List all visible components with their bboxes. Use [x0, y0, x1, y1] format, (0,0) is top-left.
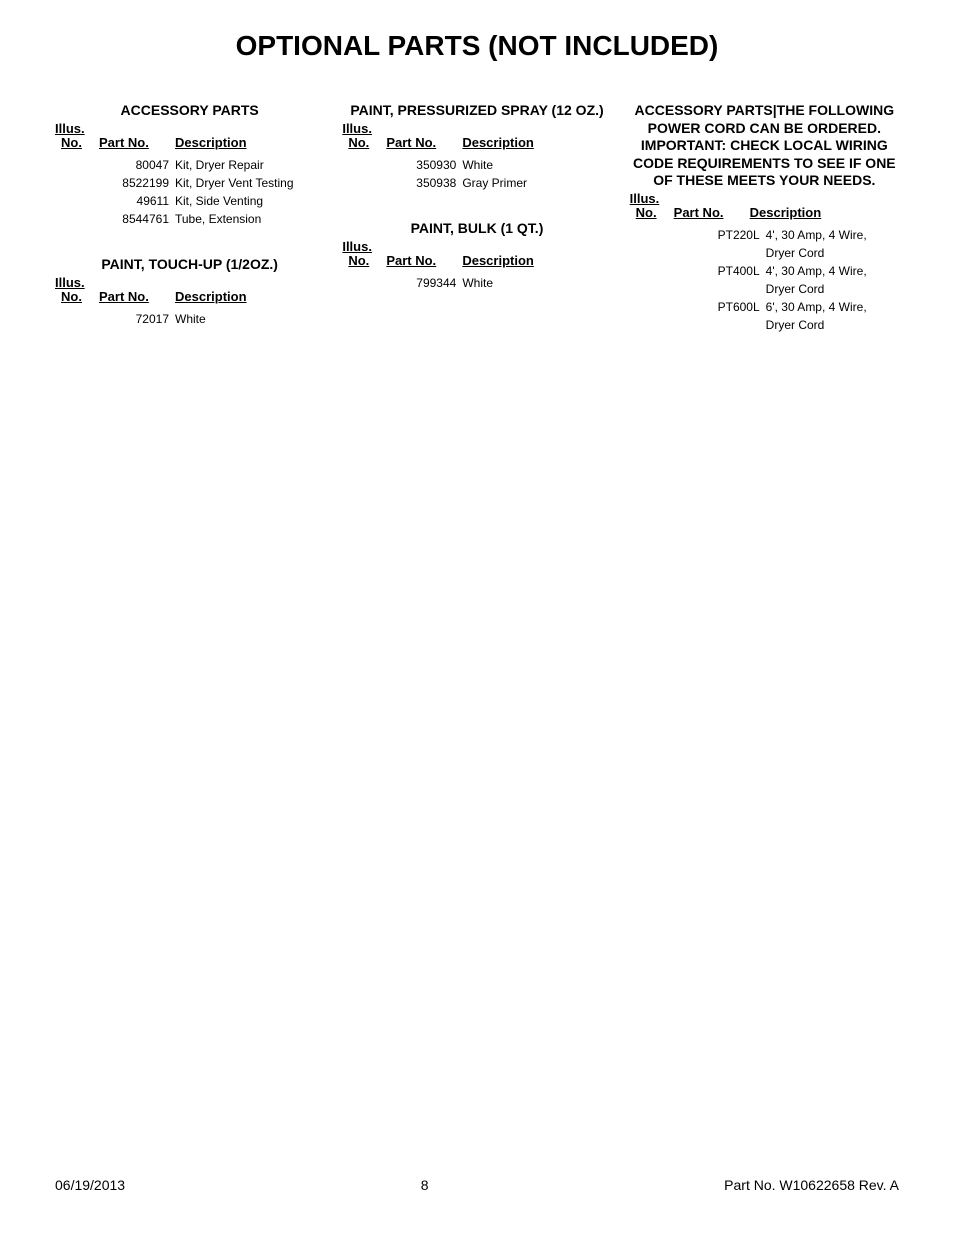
- header-illus-bot: No.: [630, 206, 674, 220]
- header-description: Description: [462, 135, 611, 150]
- section-title: PAINT, PRESSURIZED SPRAY (12 OZ.): [342, 102, 611, 120]
- section-title: PAINT, TOUCH-UP (1/2OZ.): [55, 256, 324, 274]
- table-row: 8522199Kit, Dryer Vent Testing: [55, 174, 324, 192]
- header-illus-top: Illus.: [55, 122, 99, 136]
- page-footer: 06/19/2013 8 Part No. W10622658 Rev. A: [55, 1177, 899, 1193]
- table-row: PT400L4', 30 Amp, 4 Wire, Dryer Cord: [630, 262, 899, 298]
- rows: PT220L4', 30 Amp, 4 Wire, Dryer CordPT40…: [630, 226, 899, 334]
- section-spray: PAINT, PRESSURIZED SPRAY (12 OZ.) Illus.…: [342, 102, 611, 192]
- section-title: ACCESSORY PARTS: [55, 102, 324, 120]
- header-partno: Part No.: [386, 253, 462, 268]
- cell-partno: PT400L: [674, 262, 766, 280]
- page-title: OPTIONAL PARTS (NOT INCLUDED): [55, 30, 899, 62]
- header-illus-bot: No.: [342, 254, 386, 268]
- section-cords: ACCESSORY PARTS|THE FOLLOWING POWER CORD…: [630, 102, 899, 334]
- section-accessory: ACCESSORY PARTS Illus. No. Part No. Desc…: [55, 102, 324, 228]
- cell-partno: 49611: [99, 192, 175, 210]
- section-bulk: PAINT, BULK (1 QT.) Illus. No. Part No. …: [342, 220, 611, 292]
- header-description: Description: [462, 253, 611, 268]
- cell-partno: 80047: [99, 156, 175, 174]
- rows: 799344White: [342, 274, 611, 292]
- column-headers: Illus. No. Part No. Description: [55, 276, 324, 305]
- column-1: ACCESSORY PARTS Illus. No. Part No. Desc…: [55, 102, 324, 362]
- cell-description: White: [462, 156, 611, 174]
- footer-page-number: 8: [421, 1177, 429, 1193]
- column-3: ACCESSORY PARTS|THE FOLLOWING POWER CORD…: [630, 102, 899, 362]
- cell-partno: 72017: [99, 310, 175, 328]
- table-row: 799344White: [342, 274, 611, 292]
- section-title: ACCESSORY PARTS|THE FOLLOWING POWER CORD…: [630, 102, 899, 190]
- cell-description: White: [175, 310, 324, 328]
- header-partno: Part No.: [99, 289, 175, 304]
- header-illus-bot: No.: [342, 136, 386, 150]
- table-row: 350930White: [342, 156, 611, 174]
- cell-partno: 8544761: [99, 210, 175, 228]
- cell-partno: PT220L: [674, 226, 766, 244]
- section-title: PAINT, BULK (1 QT.): [342, 220, 611, 238]
- content-columns: ACCESSORY PARTS Illus. No. Part No. Desc…: [55, 102, 899, 362]
- header-illus-top: Illus.: [630, 192, 674, 206]
- header-description: Description: [175, 135, 324, 150]
- cell-partno: 350930: [386, 156, 462, 174]
- cell-description: Kit, Dryer Repair: [175, 156, 324, 174]
- table-row: 8544761Tube, Extension: [55, 210, 324, 228]
- header-partno: Part No.: [674, 205, 750, 220]
- header-partno: Part No.: [386, 135, 462, 150]
- footer-date: 06/19/2013: [55, 1177, 125, 1193]
- cell-partno: 350938: [386, 174, 462, 192]
- column-headers: Illus. No. Part No. Description: [55, 122, 324, 151]
- header-illus-bot: No.: [55, 290, 99, 304]
- cell-partno: PT600L: [674, 298, 766, 316]
- footer-part-info: Part No. W10622658 Rev. A: [724, 1177, 899, 1193]
- header-illus-top: Illus.: [342, 122, 386, 136]
- rows: 80047Kit, Dryer Repair8522199Kit, Dryer …: [55, 156, 324, 228]
- column-headers: Illus. No. Part No. Description: [630, 192, 899, 221]
- table-row: 49611Kit, Side Venting: [55, 192, 324, 210]
- cell-description: 6', 30 Amp, 4 Wire, Dryer Cord: [766, 298, 899, 334]
- cell-description: Kit, Dryer Vent Testing: [175, 174, 324, 192]
- cell-description: 4', 30 Amp, 4 Wire, Dryer Cord: [766, 262, 899, 298]
- header-partno: Part No.: [99, 135, 175, 150]
- cell-partno: 8522199: [99, 174, 175, 192]
- header-illus-top: Illus.: [55, 276, 99, 290]
- column-2: PAINT, PRESSURIZED SPRAY (12 OZ.) Illus.…: [342, 102, 611, 362]
- table-row: PT220L4', 30 Amp, 4 Wire, Dryer Cord: [630, 226, 899, 262]
- cell-description: Gray Primer: [462, 174, 611, 192]
- section-touchup: PAINT, TOUCH-UP (1/2OZ.) Illus. No. Part…: [55, 256, 324, 328]
- table-row: PT600L6', 30 Amp, 4 Wire, Dryer Cord: [630, 298, 899, 334]
- cell-description: Tube, Extension: [175, 210, 324, 228]
- header-illus-bot: No.: [55, 136, 99, 150]
- column-headers: Illus. No. Part No. Description: [342, 122, 611, 151]
- column-headers: Illus. No. Part No. Description: [342, 240, 611, 269]
- cell-description: 4', 30 Amp, 4 Wire, Dryer Cord: [766, 226, 899, 262]
- table-row: 350938Gray Primer: [342, 174, 611, 192]
- rows: 350930White350938Gray Primer: [342, 156, 611, 192]
- cell-partno: 799344: [386, 274, 462, 292]
- header-description: Description: [175, 289, 324, 304]
- header-description: Description: [750, 205, 899, 220]
- cell-description: White: [462, 274, 611, 292]
- table-row: 72017White: [55, 310, 324, 328]
- table-row: 80047Kit, Dryer Repair: [55, 156, 324, 174]
- rows: 72017White: [55, 310, 324, 328]
- header-illus-top: Illus.: [342, 240, 386, 254]
- cell-description: Kit, Side Venting: [175, 192, 324, 210]
